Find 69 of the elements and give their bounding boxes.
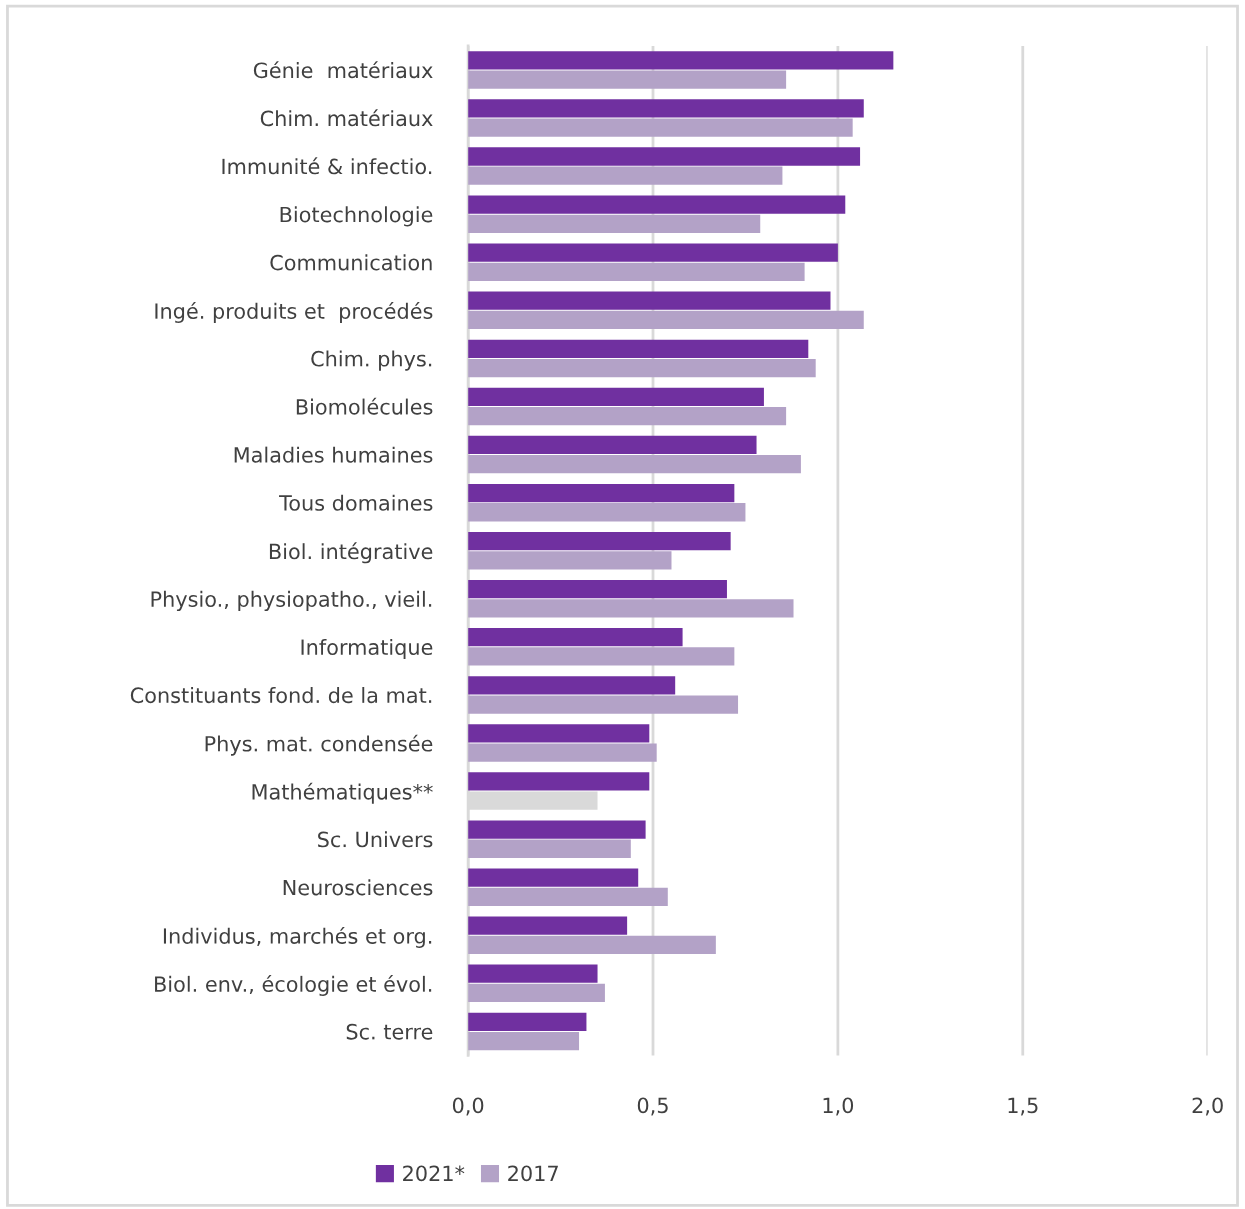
y-tick-label: Immunité & infectio.: [222, 157, 432, 175]
bar: [468, 339, 809, 358]
x-tick-label: 0,0: [452, 1097, 484, 1116]
y-tick-label: Informatique: [301, 638, 433, 660]
y-tick-label: Génie matériaux: [253, 61, 433, 79]
bar: [468, 483, 735, 503]
bar: [468, 695, 739, 714]
bar: [468, 118, 853, 137]
y-tick-label: Mathématiques**: [252, 782, 433, 804]
bar: [468, 964, 598, 983]
y-tick-label: Maladies humaines: [234, 446, 433, 463]
bar: [468, 839, 631, 858]
bar: [468, 99, 864, 118]
y-tick-label: Sc. Univers: [318, 831, 433, 848]
bar: [468, 51, 894, 70]
bar: [468, 820, 646, 839]
bar: [468, 628, 683, 647]
bar: [468, 387, 764, 406]
bar: [468, 935, 716, 955]
y-tick-label: Phys. mat. condensée: [205, 734, 433, 756]
legend-label: 2017: [508, 1165, 558, 1182]
y-tick-label: Physio., physiopatho., vieil.: [151, 590, 432, 612]
x-tick-label: 1,0: [823, 1097, 854, 1116]
bar: [468, 916, 628, 935]
bar: [468, 772, 650, 791]
bar: [468, 435, 757, 455]
y-tick-label: Constituants fond. de la mat.: [130, 687, 432, 704]
bar: [468, 262, 805, 282]
bar: [468, 455, 801, 474]
bar: [468, 214, 761, 233]
y-tick-label: Tous domaines: [279, 494, 433, 511]
bar: [468, 599, 794, 618]
bar: [468, 166, 783, 185]
y-tick-label: Ingé. produits et procédés: [155, 302, 433, 323]
bar: [468, 551, 672, 570]
bar: [468, 406, 787, 426]
y-tick-label: Biomolécules: [296, 397, 433, 415]
bar: [468, 147, 861, 166]
bar: [468, 503, 746, 522]
bar: [468, 983, 605, 1003]
x-tick-label: 0,5: [637, 1097, 668, 1116]
y-tick-label: Biol. env., écologie et évol.: [155, 975, 432, 997]
x-tick-label: 1,5: [1008, 1097, 1038, 1116]
bar: [468, 531, 731, 551]
bar: [468, 70, 787, 89]
bar: [468, 868, 639, 887]
bar: [468, 647, 735, 666]
y-tick-label: Biol. intégrative: [269, 542, 433, 564]
bar: [468, 724, 650, 743]
bar: [468, 243, 838, 262]
y-tick-label: Individus, marchés et org.: [163, 926, 432, 948]
y-tick-label: Chim. phys.: [311, 350, 432, 371]
bar: [468, 676, 676, 695]
bar: [468, 291, 831, 310]
bar: [468, 195, 846, 214]
bar: [468, 743, 657, 762]
bar: [468, 1031, 580, 1051]
y-tick-label: Biotechnologie: [280, 206, 433, 227]
bar: [468, 310, 864, 330]
y-tick-label: Chim. matériaux: [260, 109, 433, 127]
bar: [468, 1012, 587, 1031]
y-tick-label: Communication: [270, 254, 432, 271]
bar: [468, 358, 816, 378]
bar: [468, 887, 668, 906]
x-tick-label: 2,0: [1192, 1097, 1223, 1116]
y-tick-label: Neurosciences: [283, 879, 433, 896]
y-tick-label: Sc. terre: [346, 1023, 433, 1040]
bar: [468, 580, 727, 599]
legend-label: 2021*: [403, 1165, 465, 1182]
